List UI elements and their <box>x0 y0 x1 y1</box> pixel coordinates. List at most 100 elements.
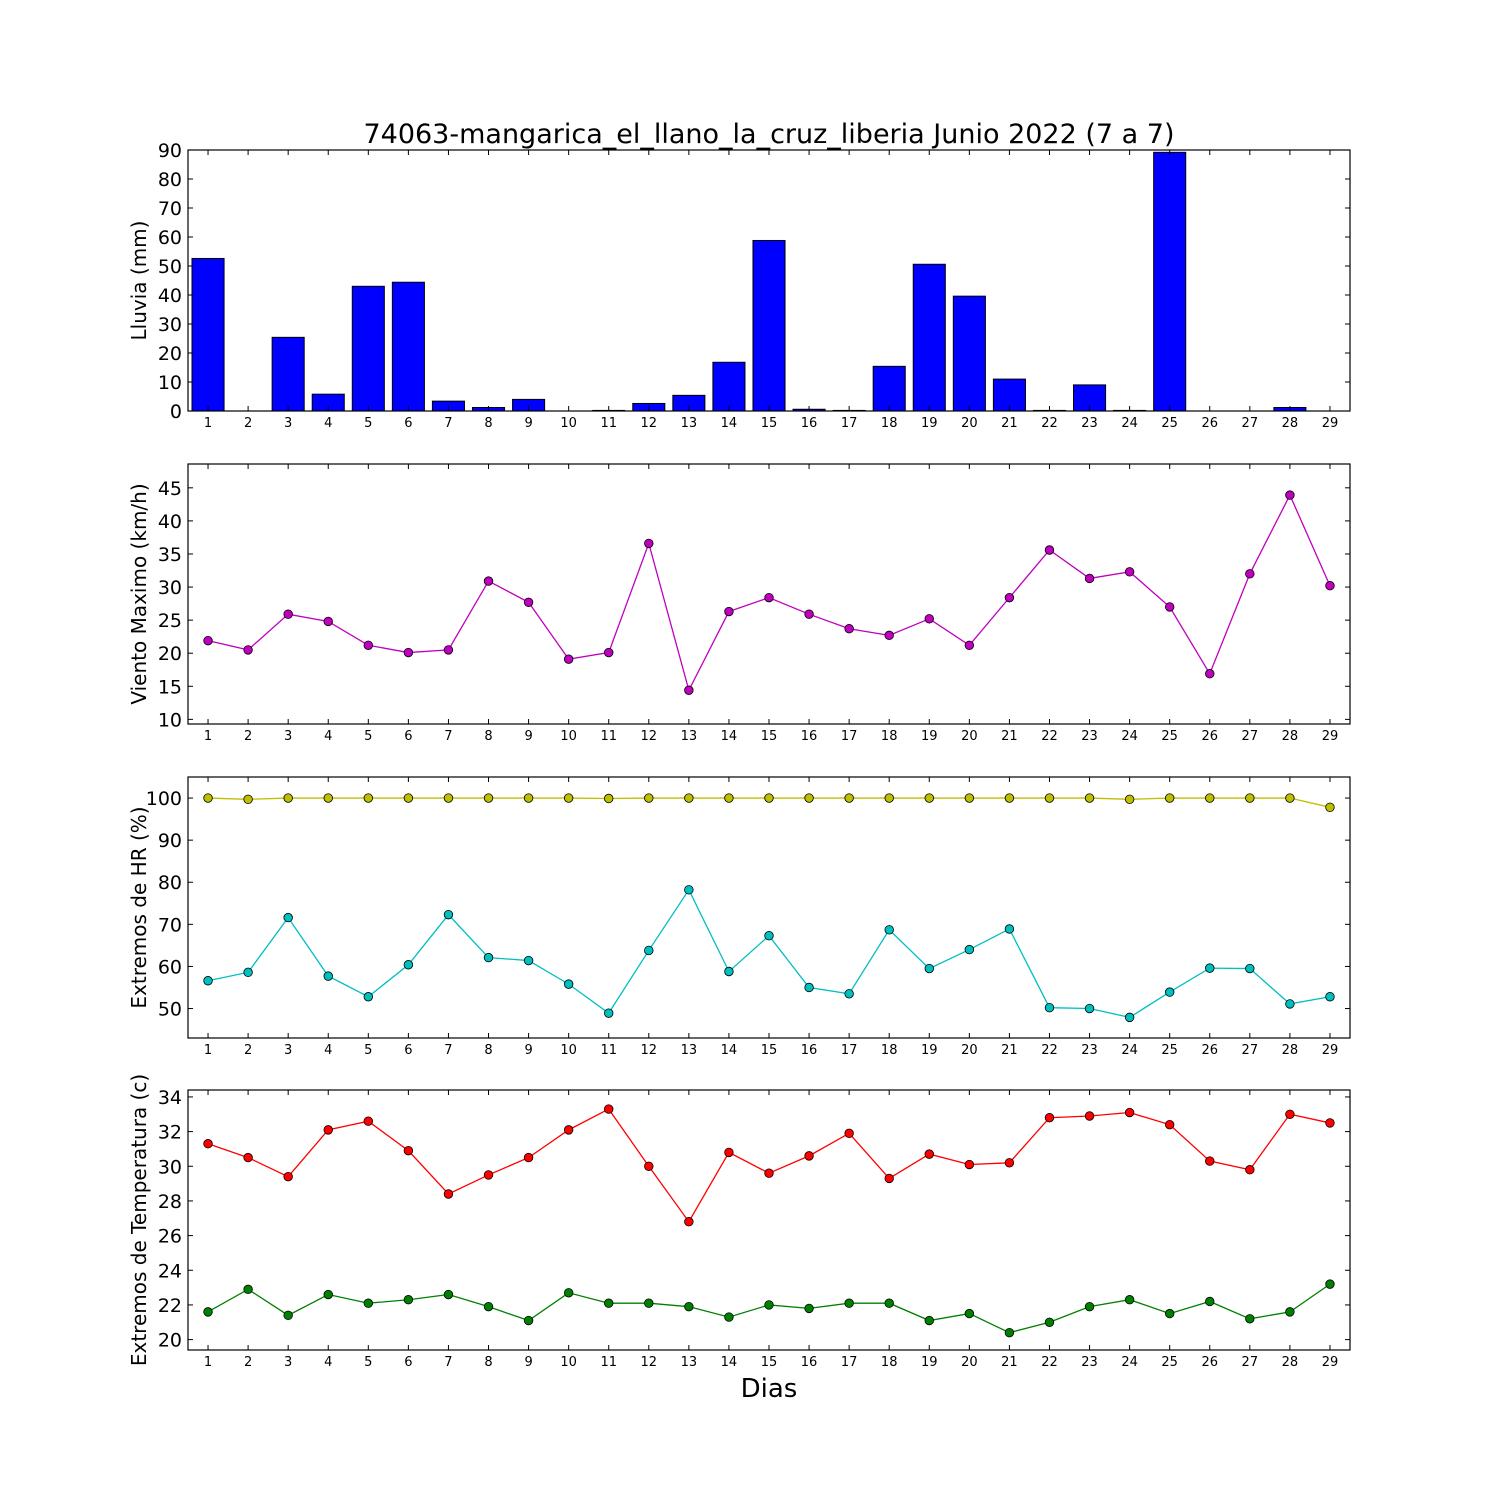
x-tick-label: 8 <box>484 1355 492 1370</box>
data-point <box>1325 1118 1335 1128</box>
y-tick-label: 28 <box>158 1191 182 1213</box>
x-tick-label: 20 <box>961 416 978 431</box>
x-tick-label: 22 <box>1041 1043 1058 1058</box>
x-tick-label: 13 <box>681 729 698 744</box>
x-tick-label: 8 <box>484 1043 492 1058</box>
rain-bar <box>712 361 746 412</box>
x-tick-label: 7 <box>444 1043 452 1058</box>
x-tick-label: 6 <box>404 729 412 744</box>
data-point <box>804 1151 814 1161</box>
y-tick-label: 25 <box>158 610 182 632</box>
x-tick-label: 2 <box>244 416 252 431</box>
x-tick-label: 24 <box>1121 1043 1138 1058</box>
data-point <box>644 793 654 803</box>
x-tick-label: 17 <box>841 1043 858 1058</box>
data-point <box>884 925 894 935</box>
data-point <box>563 793 574 803</box>
x-tick-label: 24 <box>1121 1355 1138 1370</box>
data-point <box>1245 793 1255 803</box>
data-point <box>1084 1301 1095 1312</box>
x-tick-label: 15 <box>761 729 778 744</box>
rain-bar <box>391 281 425 412</box>
x-tick-label: 16 <box>801 1355 818 1370</box>
x-tick-label: 16 <box>801 1043 818 1058</box>
x-tick-label: 19 <box>921 1355 938 1370</box>
x-tick-label: 8 <box>484 729 492 744</box>
x-tick-label: 24 <box>1121 416 1138 431</box>
x-tick-label: 24 <box>1121 729 1138 744</box>
data-point <box>644 538 654 549</box>
x-tick-label: 12 <box>641 1043 658 1058</box>
data-point <box>1004 592 1015 603</box>
data-point <box>1285 999 1295 1009</box>
y-tick-label: 50 <box>158 999 182 1021</box>
data-point <box>884 1173 894 1184</box>
data-point <box>764 592 774 603</box>
x-tick-label: 8 <box>484 416 492 431</box>
y-tick-label: 20 <box>158 1330 182 1352</box>
data-point <box>1044 545 1055 555</box>
data-point <box>1124 567 1135 577</box>
data-point <box>1004 1327 1015 1338</box>
y-tick-label: 10 <box>158 709 182 731</box>
data-point <box>1205 793 1215 803</box>
axes-frame <box>187 776 1351 1039</box>
data-point <box>804 1303 814 1314</box>
x-tick-label: 17 <box>841 729 858 744</box>
y-tick-label: 34 <box>158 1087 182 1109</box>
data-point <box>924 1149 934 1159</box>
rain-bar <box>952 295 986 412</box>
x-tick-label: 3 <box>284 1355 292 1370</box>
data-point <box>724 966 734 977</box>
data-point <box>604 1298 614 1308</box>
x-tick-label: 16 <box>801 416 818 431</box>
data-point <box>243 794 253 805</box>
data-point <box>203 1139 213 1149</box>
data-point <box>403 1295 414 1305</box>
data-point <box>483 1301 494 1312</box>
x-tick-label: 15 <box>761 416 778 431</box>
data-point <box>644 1298 654 1308</box>
x-tick-label: 15 <box>761 1043 778 1058</box>
data-point <box>644 945 654 956</box>
y-tick-label: 60 <box>158 956 182 978</box>
data-point <box>964 1308 975 1319</box>
data-point <box>1325 802 1335 813</box>
x-tick-label: 4 <box>324 1043 332 1058</box>
data-point <box>684 793 694 803</box>
data-point <box>724 1312 734 1322</box>
x-tick-label: 26 <box>1201 1355 1218 1370</box>
data-point <box>1285 793 1295 803</box>
data-point <box>1084 1003 1095 1014</box>
data-point <box>443 909 454 920</box>
data-point <box>1164 1308 1175 1319</box>
data-point <box>924 963 934 974</box>
data-point <box>283 1171 293 1182</box>
data-point <box>684 1301 694 1312</box>
data-point <box>283 1310 293 1321</box>
y-tick-label: 35 <box>158 544 182 566</box>
data-point <box>1084 793 1095 803</box>
data-point <box>764 793 774 803</box>
x-tick-label: 19 <box>921 1043 938 1058</box>
x-tick-label: 5 <box>364 1043 372 1058</box>
x-tick-label: 9 <box>524 416 532 431</box>
data-point <box>844 793 854 803</box>
chart-title: 74063-mangarica_el_llano_la_cruz_liberia… <box>363 119 1174 150</box>
data-point <box>403 960 414 970</box>
x-tick-label: 5 <box>364 416 372 431</box>
data-point <box>203 976 213 986</box>
x-tick-label: 28 <box>1282 1355 1299 1370</box>
data-point <box>1004 1158 1015 1168</box>
data-point <box>604 793 614 804</box>
x-tick-label: 25 <box>1161 416 1178 431</box>
x-tick-label: 7 <box>444 416 452 431</box>
y-axis-label: Viento Maximo (km/h) <box>127 483 151 704</box>
y-tick-label: 45 <box>158 478 182 500</box>
y-tick-label: 32 <box>158 1122 182 1144</box>
y-tick-label: 30 <box>158 314 182 336</box>
y-tick-label: 40 <box>158 511 182 533</box>
data-point <box>243 1152 253 1163</box>
x-tick-label: 29 <box>1322 729 1339 744</box>
data-point <box>323 1125 333 1135</box>
